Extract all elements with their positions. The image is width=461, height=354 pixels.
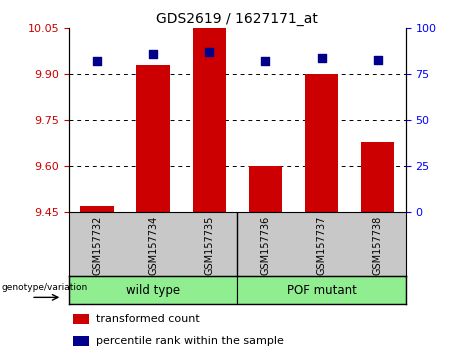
Bar [248, 166, 282, 212]
Point [149, 51, 157, 57]
Point [318, 55, 325, 61]
Text: percentile rank within the sample: percentile rank within the sample [96, 336, 284, 346]
Text: genotype/variation: genotype/variation [1, 283, 88, 292]
Point [94, 59, 101, 64]
Bar [69, 276, 237, 304]
Bar [72, 314, 89, 324]
Bar [237, 276, 406, 304]
Text: GSM157737: GSM157737 [317, 216, 326, 275]
Text: wild type: wild type [126, 284, 180, 297]
Bar [80, 206, 114, 212]
Point [262, 59, 269, 64]
Point [206, 50, 213, 55]
Text: GSM157732: GSM157732 [92, 216, 102, 275]
Bar [361, 142, 395, 212]
Bar [193, 28, 226, 212]
Point [374, 57, 381, 62]
Text: GSM157735: GSM157735 [204, 216, 214, 275]
Text: GSM157738: GSM157738 [372, 216, 383, 275]
Text: transformed count: transformed count [96, 314, 200, 324]
Bar [305, 74, 338, 212]
Title: GDS2619 / 1627171_at: GDS2619 / 1627171_at [156, 12, 319, 26]
Text: GSM157734: GSM157734 [148, 216, 158, 275]
Bar [72, 336, 89, 346]
Text: GSM157736: GSM157736 [260, 216, 271, 275]
Bar [136, 65, 170, 212]
Text: POF mutant: POF mutant [287, 284, 356, 297]
